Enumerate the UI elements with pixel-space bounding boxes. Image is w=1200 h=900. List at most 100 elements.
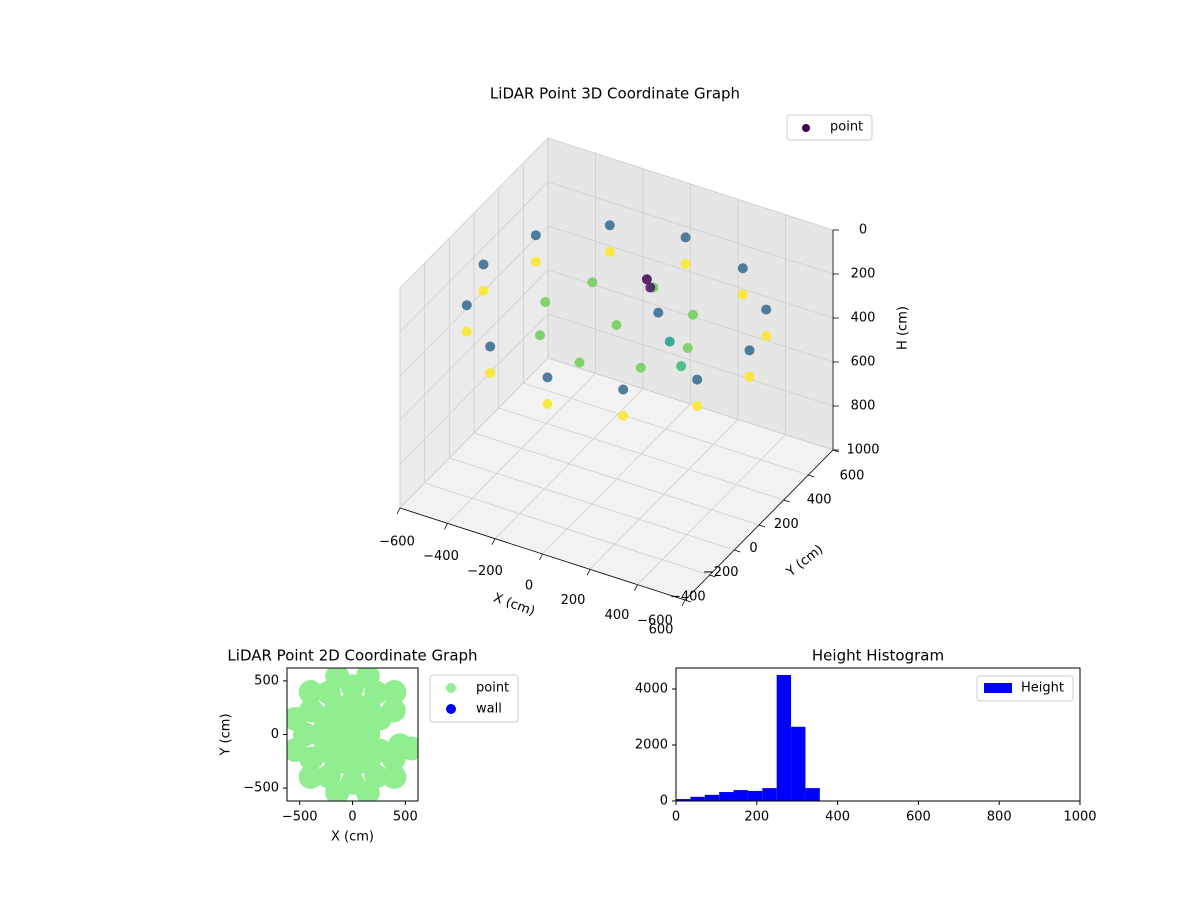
point bbox=[676, 361, 687, 372]
legend-label: point bbox=[830, 120, 863, 135]
x-tick-label: −400 bbox=[423, 549, 459, 564]
x-tick-label: 400 bbox=[825, 810, 850, 825]
point bbox=[298, 680, 323, 705]
x-tick bbox=[396, 507, 401, 515]
point bbox=[761, 330, 772, 341]
y-axis-line bbox=[684, 449, 834, 601]
point bbox=[761, 304, 772, 315]
point bbox=[744, 345, 755, 356]
point bbox=[355, 668, 380, 689]
z-tick-label: 600 bbox=[851, 355, 876, 370]
y-axis-label: Y (cm) bbox=[219, 713, 234, 756]
z-axis-label: H (cm) bbox=[896, 306, 911, 350]
point bbox=[382, 680, 407, 705]
point bbox=[461, 300, 472, 311]
grid-line bbox=[473, 432, 760, 526]
plot-area bbox=[287, 668, 418, 801]
grid-line bbox=[547, 313, 834, 407]
point bbox=[574, 357, 585, 368]
grid-line bbox=[399, 137, 549, 289]
point bbox=[737, 263, 748, 274]
legend-marker bbox=[446, 683, 456, 693]
point bbox=[287, 706, 308, 731]
z-tick-label: 800 bbox=[851, 399, 876, 414]
point bbox=[535, 330, 546, 341]
point bbox=[478, 259, 489, 270]
grid-line bbox=[547, 225, 834, 319]
y-tick bbox=[758, 524, 766, 528]
x-tick bbox=[634, 584, 638, 591]
grid-line bbox=[399, 357, 549, 509]
x-tick-label: 600 bbox=[906, 810, 931, 825]
legend-box bbox=[786, 114, 873, 141]
point bbox=[325, 780, 350, 801]
y-tick-label: 500 bbox=[254, 673, 279, 688]
point bbox=[298, 764, 323, 789]
y-tick bbox=[808, 474, 815, 478]
y-tick bbox=[684, 599, 692, 603]
point bbox=[399, 736, 418, 761]
x-axis-line bbox=[399, 507, 686, 601]
y-tick-label: −200 bbox=[703, 565, 739, 580]
x-tick bbox=[539, 553, 543, 561]
bar bbox=[805, 788, 820, 801]
x-tick-label: 400 bbox=[605, 608, 630, 623]
x-tick-label: 1000 bbox=[1063, 810, 1096, 825]
chart-title: LiDAR Point 2D Coordinate Graph bbox=[227, 647, 477, 665]
y-tick bbox=[734, 549, 741, 553]
y-tick-label: 4000 bbox=[635, 682, 668, 697]
legend-label: point bbox=[476, 681, 509, 696]
x-tick-label: 0 bbox=[348, 810, 356, 825]
y-tick-label: 0 bbox=[749, 541, 757, 556]
x-tick-label: 800 bbox=[987, 810, 1012, 825]
point bbox=[737, 289, 748, 300]
point bbox=[687, 309, 698, 320]
x-tick-label: 0 bbox=[525, 579, 533, 594]
x-tick-label: −200 bbox=[467, 564, 503, 579]
point bbox=[530, 256, 541, 267]
y-tick bbox=[783, 499, 790, 503]
grid-line bbox=[399, 313, 549, 465]
point bbox=[542, 398, 553, 409]
bar bbox=[762, 788, 777, 801]
point bbox=[744, 371, 755, 382]
legend-label: Height bbox=[1021, 681, 1064, 696]
point bbox=[287, 738, 308, 763]
point bbox=[530, 230, 541, 241]
point bbox=[587, 277, 598, 288]
y-tick-label: 400 bbox=[807, 493, 832, 508]
grid-line bbox=[399, 269, 549, 421]
z-tick-label: 1000 bbox=[846, 443, 879, 458]
z-tick-label: 0 bbox=[859, 223, 867, 238]
point bbox=[542, 372, 553, 383]
x-tick-label: 200 bbox=[744, 810, 769, 825]
grid-line bbox=[498, 407, 784, 501]
bar bbox=[747, 790, 763, 801]
point bbox=[355, 780, 380, 801]
point bbox=[478, 285, 489, 296]
y-tick bbox=[709, 574, 716, 578]
x-tick bbox=[444, 523, 448, 530]
grid-line bbox=[547, 181, 834, 275]
bar bbox=[791, 726, 806, 801]
bar bbox=[704, 794, 720, 801]
legend-marker bbox=[446, 704, 456, 714]
y-tick-label: −500 bbox=[243, 781, 279, 796]
grid-line bbox=[399, 181, 549, 333]
z-tick-label: 200 bbox=[851, 267, 876, 282]
bar bbox=[690, 796, 705, 801]
point bbox=[485, 341, 496, 352]
x-axis-label: X (cm) bbox=[331, 830, 374, 845]
legend-box bbox=[976, 675, 1074, 702]
point bbox=[645, 282, 656, 293]
point bbox=[653, 307, 664, 318]
axes-frame bbox=[675, 667, 1081, 802]
y-tick-label: 600 bbox=[840, 469, 865, 484]
point bbox=[540, 297, 551, 307]
point bbox=[692, 374, 703, 385]
point bbox=[680, 232, 691, 243]
bar bbox=[676, 799, 691, 801]
y-axis-label: Y (cm) bbox=[783, 542, 826, 580]
x-tick-label: 600 bbox=[649, 623, 674, 638]
point bbox=[641, 274, 652, 285]
